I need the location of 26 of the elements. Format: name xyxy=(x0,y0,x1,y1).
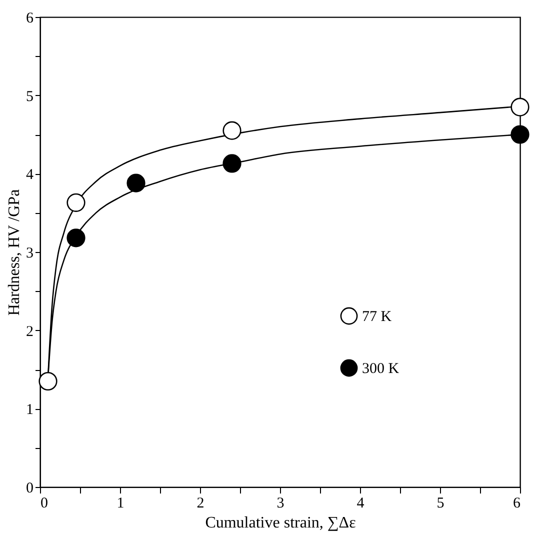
point xyxy=(66,193,86,212)
point xyxy=(222,154,242,173)
x-tick-label: 0 xyxy=(40,496,48,512)
point xyxy=(222,121,242,140)
x-tick-label: 3 xyxy=(276,496,284,512)
x-tick-label: 4 xyxy=(356,496,365,512)
point xyxy=(510,125,530,144)
x-tick-label: 6 xyxy=(513,496,521,512)
y-tick-label: 2 xyxy=(26,324,34,340)
x-tick-label: 2 xyxy=(196,496,204,512)
legend-label: 300 K xyxy=(362,361,400,377)
y-tick-label: 0 xyxy=(26,480,34,496)
x-tick-label: 5 xyxy=(436,496,444,512)
x-axis-title: Cumulative strain, ∑Δε xyxy=(205,514,356,532)
point xyxy=(66,228,86,248)
y-tick-label: 3 xyxy=(26,246,34,262)
y-tick-label: 1 xyxy=(26,402,34,418)
y-tick-label: 4 xyxy=(26,167,34,184)
point xyxy=(38,372,58,391)
x-tick-label: 1 xyxy=(116,496,124,512)
y-axis-title: Hardness, HV /GPa xyxy=(6,189,23,316)
point xyxy=(126,174,146,192)
y-tick-label: 5 xyxy=(26,88,34,105)
legend-label: 77 K xyxy=(362,309,392,325)
y-tick-label: 6 xyxy=(26,10,34,26)
point xyxy=(510,98,530,116)
